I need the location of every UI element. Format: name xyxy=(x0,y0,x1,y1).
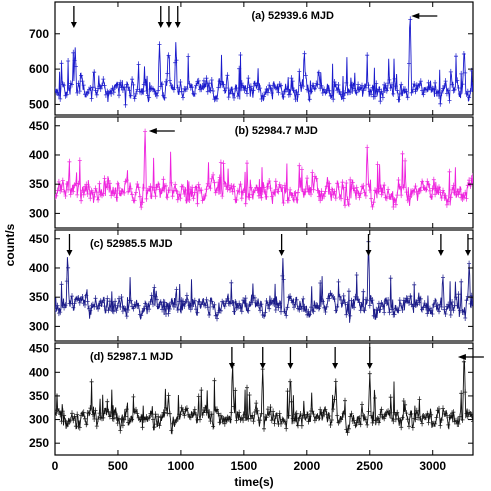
flare-arrow-head xyxy=(157,22,164,28)
series-1 xyxy=(55,16,473,108)
data-line xyxy=(55,131,473,209)
panel-label: (a) 52939.6 MJD xyxy=(251,10,334,22)
panel-3: 300 350 400 450 (c) 52985.5 MJD xyxy=(29,229,474,342)
flare-arrow-head xyxy=(66,250,73,256)
x-tick-label: 0 xyxy=(52,459,59,473)
panel-label: (b) 52984.7 MJD xyxy=(235,125,318,137)
series-4 xyxy=(55,358,473,436)
x-tick-label: 2000 xyxy=(293,459,320,473)
flare-arrow-head xyxy=(366,363,373,369)
y-tick-label: 350 xyxy=(29,177,49,191)
data-line xyxy=(55,360,473,435)
y-tick-label: 450 xyxy=(29,119,49,133)
y-tick-label: 300 xyxy=(29,206,49,220)
y-tick-label: 400 xyxy=(29,148,49,162)
flare-arrow-head xyxy=(365,250,372,256)
x-tick-label: 1500 xyxy=(231,459,258,473)
x-tick-label: 3000 xyxy=(419,459,446,473)
error-bars xyxy=(55,238,473,322)
panel-frame xyxy=(54,229,474,342)
flare-arrow-head xyxy=(148,128,157,134)
y-tick-label: 250 xyxy=(29,436,49,450)
y-axis-title: count/s xyxy=(3,223,17,266)
x-axis-title: time(s) xyxy=(234,475,273,489)
panel-frame xyxy=(54,342,474,456)
flare-arrow-head xyxy=(70,22,77,28)
panel-label: (c) 52985.5 MJD xyxy=(90,238,173,250)
series-3 xyxy=(55,238,473,323)
y-tick-label: 400 xyxy=(29,365,49,379)
y-tick-label: 350 xyxy=(29,290,49,304)
panel-2: 300 350 400 450 (b) 52984.7 MJD xyxy=(29,116,474,229)
y-tick-label: 700 xyxy=(29,27,49,41)
flare-arrow-head xyxy=(228,363,235,369)
x-tick-label: 1000 xyxy=(168,459,195,473)
flare-arrow-head xyxy=(464,250,471,256)
flare-arrow-head xyxy=(411,13,420,19)
flare-arrow-head xyxy=(165,22,172,28)
panel-label: (d) 52987.1 MJD xyxy=(90,351,173,363)
flare-arrow-head xyxy=(332,363,339,369)
y-tick-label: 450 xyxy=(29,342,49,356)
flare-arrow-head xyxy=(437,250,444,256)
flare-arrow-head xyxy=(278,250,285,256)
y-tick-label: 300 xyxy=(29,413,49,427)
x-tick-label: 500 xyxy=(108,459,128,473)
flare-arrow-head xyxy=(457,354,466,360)
data-line xyxy=(55,19,473,105)
panel-4: 250 300 350 400 450 (d) 52987.1 MJD xyxy=(29,342,484,456)
flare-arrow-head xyxy=(174,22,181,28)
panel-1: 500 600 700 (a) 52939.6 MJD xyxy=(29,1,474,116)
x-tick-label: 2500 xyxy=(356,459,383,473)
y-tick-label: 450 xyxy=(29,232,49,246)
y-tick-label: 600 xyxy=(29,62,49,76)
y-tick-label: 500 xyxy=(29,97,49,111)
panel-frame xyxy=(54,1,474,116)
y-tick-label: 350 xyxy=(29,389,49,403)
error-bars xyxy=(55,16,473,108)
panel-frame xyxy=(54,116,474,229)
data-line xyxy=(55,241,473,323)
y-tick-label: 400 xyxy=(29,261,49,275)
flare-arrow-head xyxy=(287,363,294,369)
flare-arrow-head xyxy=(259,363,266,369)
y-tick-label: 300 xyxy=(29,319,49,333)
series-2 xyxy=(55,128,473,211)
